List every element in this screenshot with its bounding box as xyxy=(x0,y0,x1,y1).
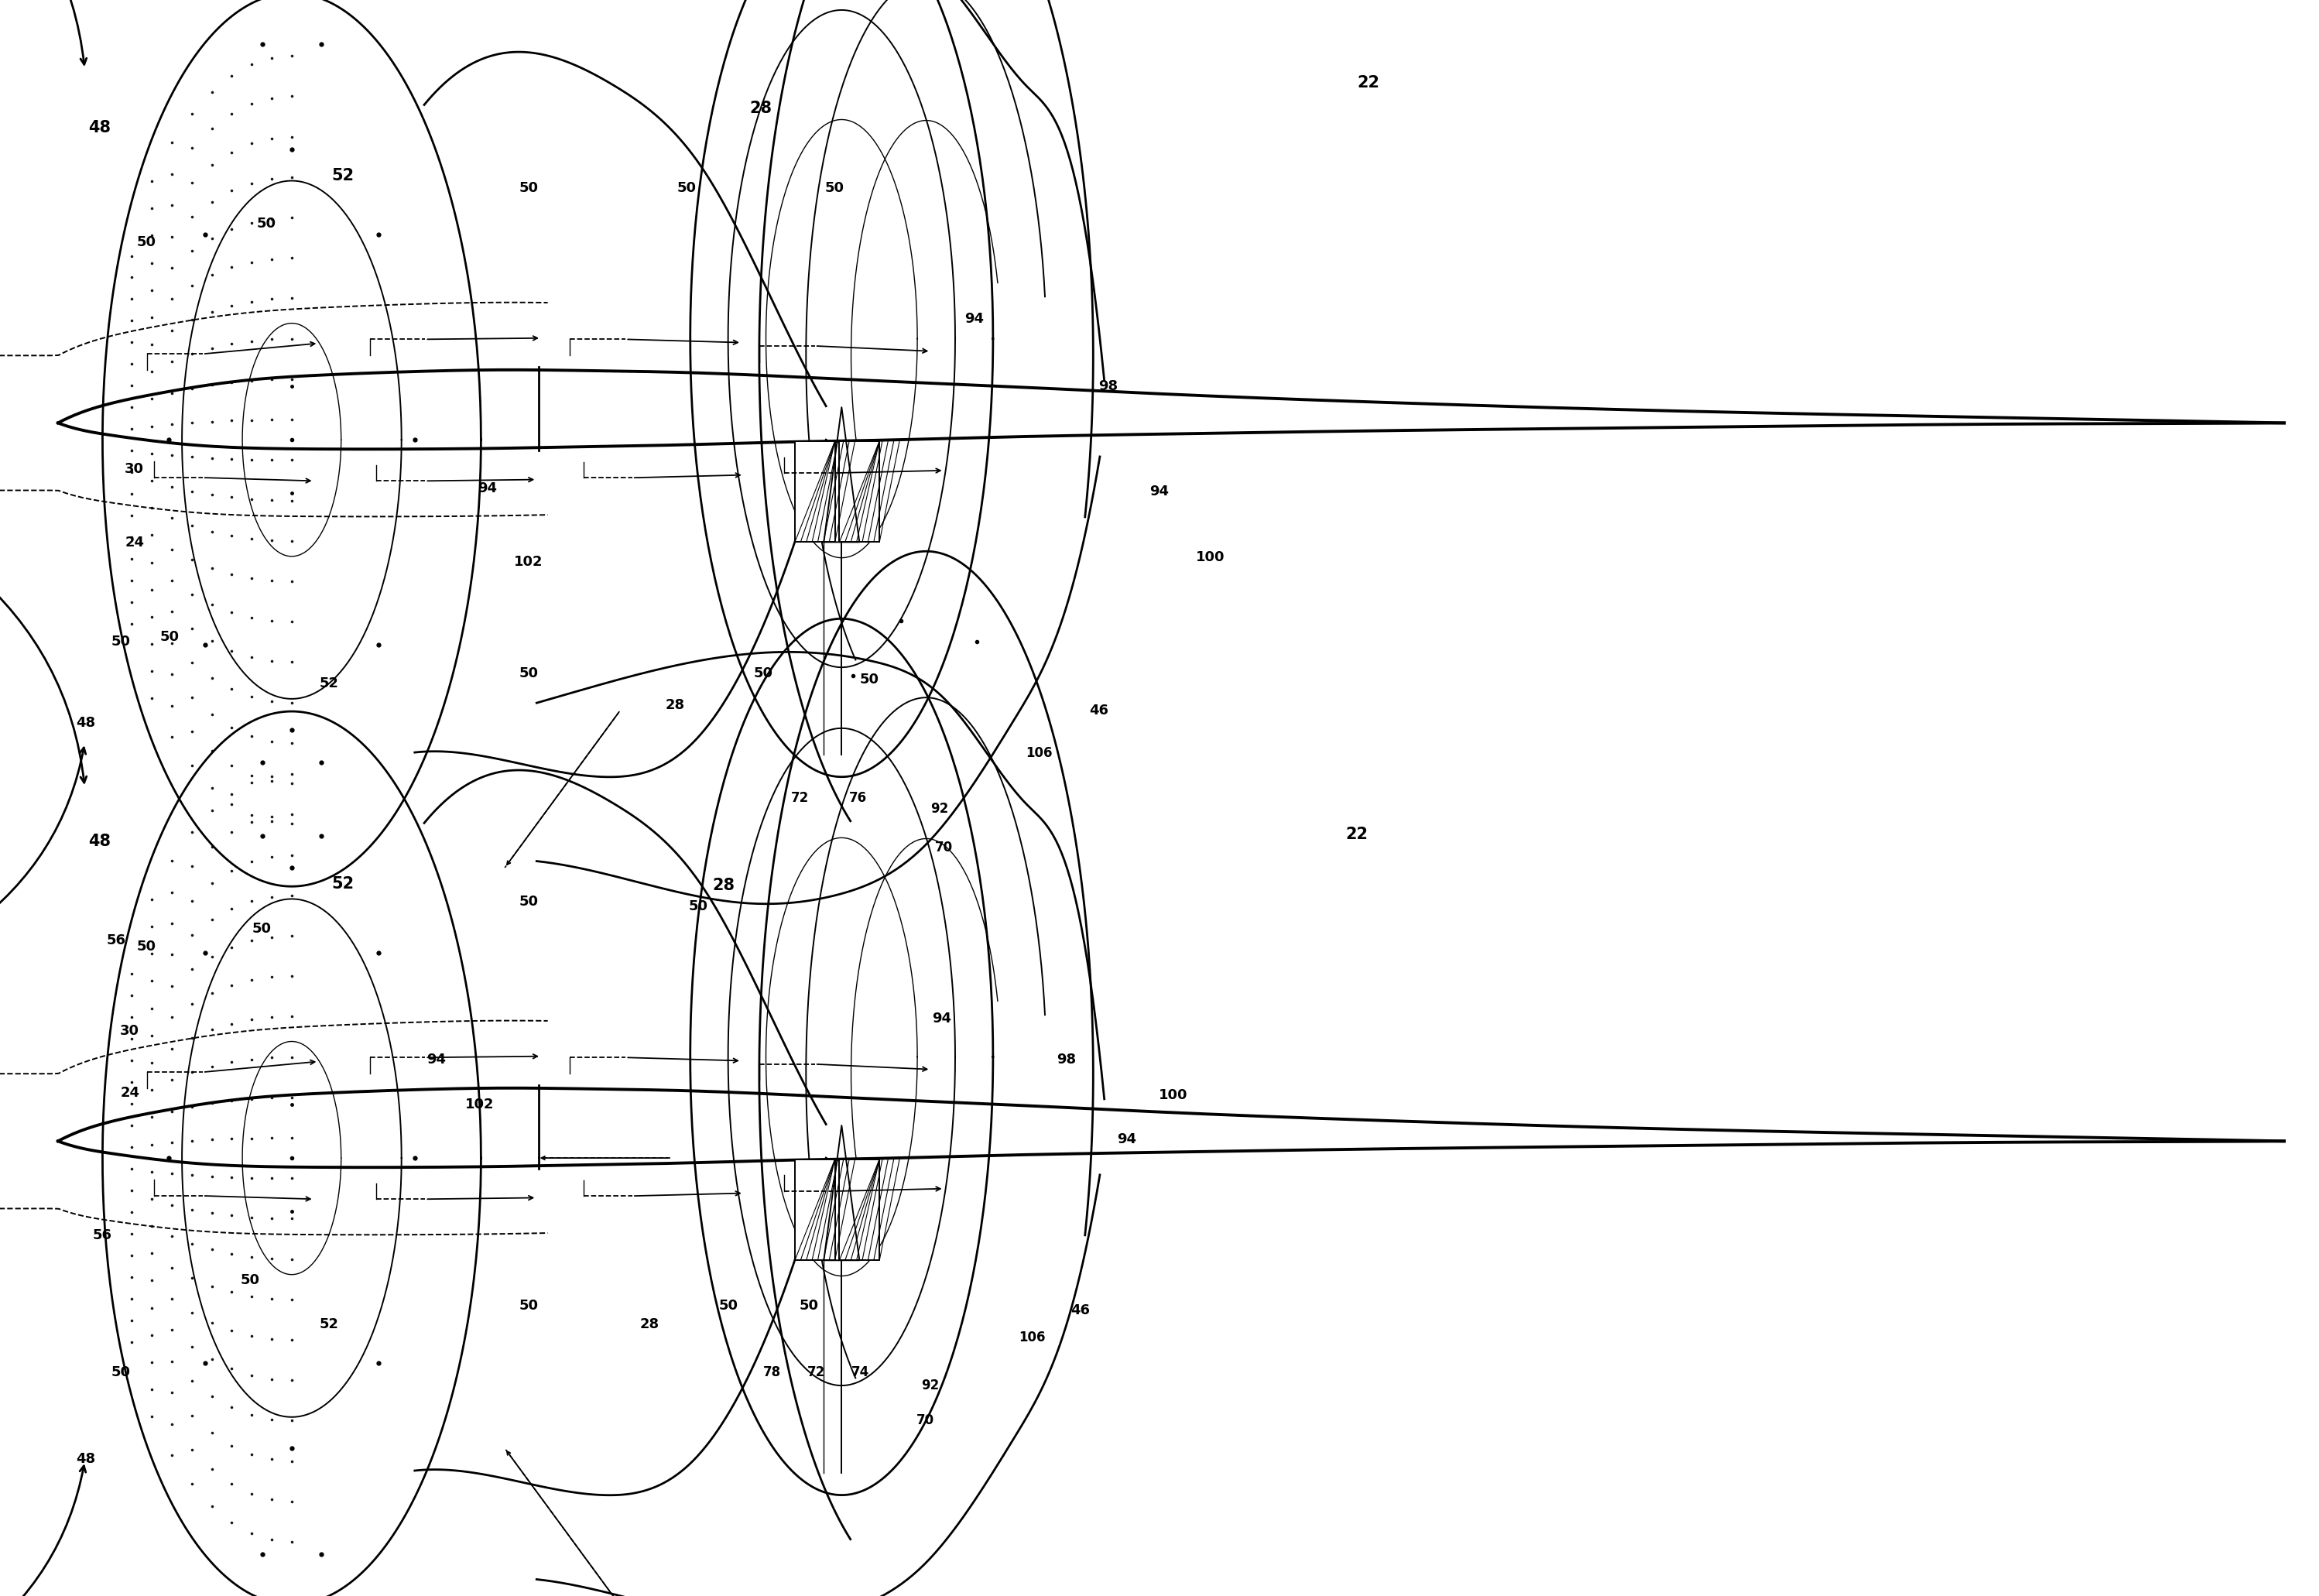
Text: 28: 28 xyxy=(640,1318,659,1331)
Text: 50: 50 xyxy=(253,922,271,935)
Text: 30: 30 xyxy=(125,463,144,476)
Text: 100: 100 xyxy=(1197,551,1224,563)
Text: 22: 22 xyxy=(1357,75,1380,91)
Text: 50: 50 xyxy=(800,1299,819,1312)
Text: 50: 50 xyxy=(519,667,538,680)
Text: 50: 50 xyxy=(519,182,538,195)
Text: 52: 52 xyxy=(320,677,339,689)
Text: 50: 50 xyxy=(860,674,879,686)
Text: 50: 50 xyxy=(519,895,538,908)
Text: 28: 28 xyxy=(712,878,735,894)
Text: 22: 22 xyxy=(1345,827,1368,843)
Text: 24: 24 xyxy=(121,1087,139,1100)
Text: 52: 52 xyxy=(332,876,355,892)
Text: 92: 92 xyxy=(930,803,948,816)
Text: 28: 28 xyxy=(749,101,772,117)
Bar xyxy=(795,1159,835,1261)
Text: 94: 94 xyxy=(1150,485,1169,498)
Text: 78: 78 xyxy=(763,1366,782,1379)
Text: 74: 74 xyxy=(851,1366,870,1379)
Text: 48: 48 xyxy=(88,120,111,136)
Text: 106: 106 xyxy=(1025,747,1053,760)
Bar xyxy=(839,440,879,543)
Text: 48: 48 xyxy=(77,717,95,729)
Text: 50: 50 xyxy=(257,217,276,230)
Text: 50: 50 xyxy=(689,900,707,913)
Text: 48: 48 xyxy=(88,833,111,849)
Text: 52: 52 xyxy=(332,168,355,184)
Text: 50: 50 xyxy=(137,940,155,953)
Text: 106: 106 xyxy=(1018,1331,1046,1344)
Text: 50: 50 xyxy=(241,1274,260,1286)
Text: 92: 92 xyxy=(921,1379,939,1392)
Text: 50: 50 xyxy=(111,1366,130,1379)
Text: 72: 72 xyxy=(791,792,809,804)
Text: 50: 50 xyxy=(677,182,696,195)
Text: 102: 102 xyxy=(466,1098,494,1111)
Text: 76: 76 xyxy=(849,792,867,804)
Text: 52: 52 xyxy=(320,1318,339,1331)
Text: 28: 28 xyxy=(666,699,684,712)
Text: 98: 98 xyxy=(1057,1053,1076,1066)
Text: 50: 50 xyxy=(754,667,772,680)
Text: 94: 94 xyxy=(1118,1133,1136,1146)
Text: 48: 48 xyxy=(77,1452,95,1465)
Text: 50: 50 xyxy=(519,1299,538,1312)
Text: 94: 94 xyxy=(932,1012,951,1025)
Text: 70: 70 xyxy=(935,841,953,854)
Text: 102: 102 xyxy=(515,555,543,568)
Text: 98: 98 xyxy=(1099,380,1118,393)
Text: 70: 70 xyxy=(916,1414,935,1427)
Text: 46: 46 xyxy=(1071,1304,1090,1317)
Bar xyxy=(839,1159,879,1261)
Text: 100: 100 xyxy=(1160,1088,1187,1101)
Text: 50: 50 xyxy=(826,182,844,195)
Text: 94: 94 xyxy=(478,482,496,495)
Text: 24: 24 xyxy=(125,536,144,549)
Text: 50: 50 xyxy=(160,630,179,643)
Text: 94: 94 xyxy=(965,313,983,326)
Text: 50: 50 xyxy=(137,236,155,249)
Text: 94: 94 xyxy=(427,1053,445,1066)
Text: 30: 30 xyxy=(121,1025,139,1037)
Bar xyxy=(795,440,835,543)
Text: 72: 72 xyxy=(807,1366,826,1379)
Text: 50: 50 xyxy=(719,1299,737,1312)
Text: 50: 50 xyxy=(111,635,130,648)
Text: 46: 46 xyxy=(1090,704,1108,717)
Text: 56: 56 xyxy=(107,934,125,946)
Text: 56: 56 xyxy=(93,1229,111,1242)
